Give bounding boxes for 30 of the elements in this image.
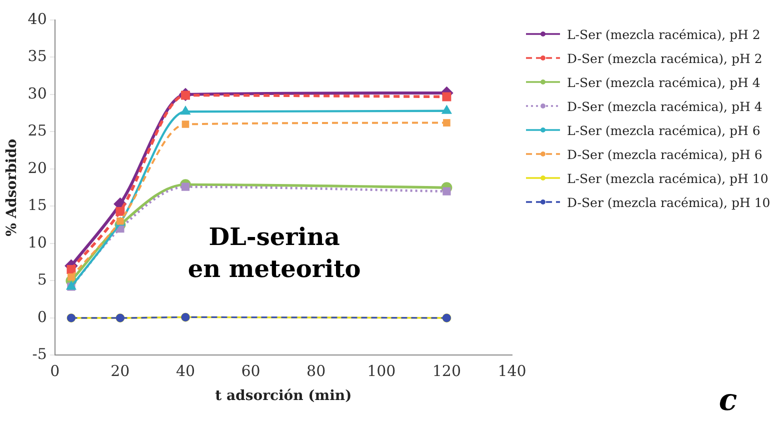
legend-label: L-Ser (mezcla racémica), pH 6 (567, 122, 760, 138)
x-tick-label: 100 (367, 362, 396, 380)
x-axis-title: t adsorción (min) (215, 388, 352, 404)
y-tick-label: 40 (28, 10, 47, 28)
y-tick-label: -5 (32, 345, 47, 364)
legend-label: L-Ser (mezcla racémica), pH 10 (567, 170, 768, 186)
legend-label: L-Ser (mezcla racémica), pH 2 (567, 26, 760, 42)
x-tick-label: 20 (110, 362, 130, 380)
legend-label: D-Ser (mezcla racémica), pH 4 (567, 98, 762, 114)
y-tick-label: 15 (28, 196, 47, 214)
x-tick-label: 140 (498, 362, 526, 380)
legend-label: L-Ser (mezcla racémica), pH 4 (567, 74, 760, 90)
y-tick-label: 10 (28, 233, 47, 252)
x-tick-label: 0 (50, 362, 60, 380)
y-tick-label: 25 (28, 122, 47, 140)
x-tick-label: 120 (432, 362, 462, 380)
y-tick-label: 35 (28, 47, 47, 66)
y-tick-label: 20 (28, 158, 47, 177)
x-tick-label: 80 (306, 362, 326, 380)
legend-label: D-Ser (mezcla racémica), pH 2 (567, 50, 762, 66)
text: c (718, 383, 738, 418)
y-axis-title: % Adsorbido (4, 138, 20, 236)
y-tick-label: 30 (28, 84, 47, 102)
y-tick-label: 5 (37, 270, 47, 289)
y-tick-label: 0 (37, 308, 47, 326)
x-tick-label: 40 (176, 362, 196, 380)
legend-label: D-Ser (mezcla racémica), pH 6 (567, 146, 762, 162)
x-tick-label: 60 (241, 362, 260, 380)
legend-label: D-Ser (mezcla racémica), pH 10 (567, 194, 770, 210)
annotation: DL-serina en meteorito (188, 222, 361, 283)
